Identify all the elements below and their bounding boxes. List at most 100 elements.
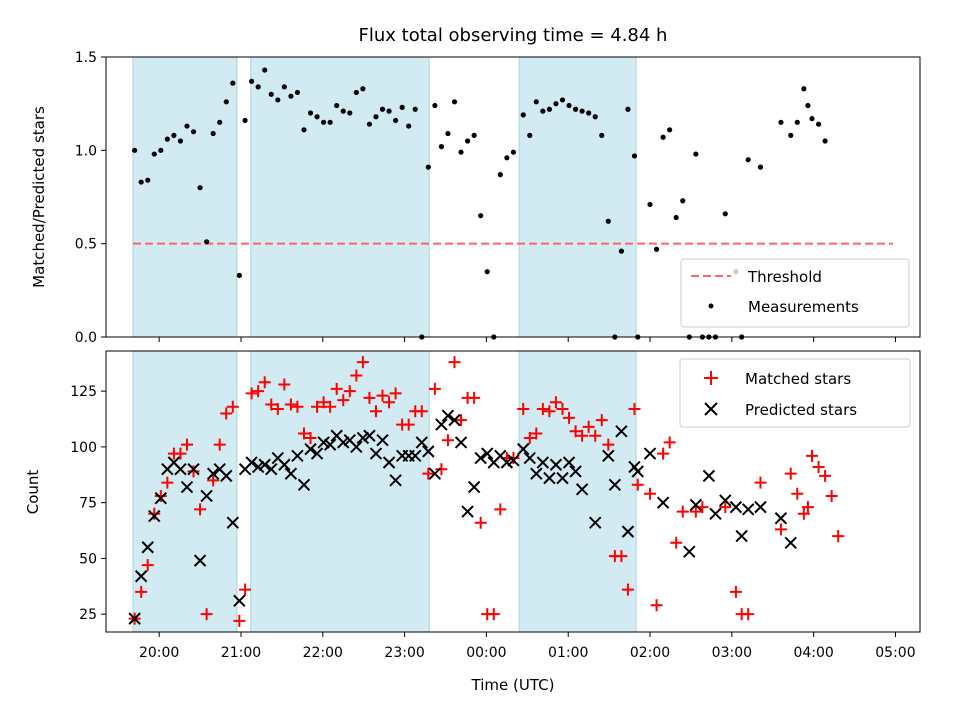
predicted-star-point — [382, 456, 396, 469]
top-y-axis: 0.0 0.5 1.0 1.5 — [75, 50, 106, 346]
matched-star-point — [271, 402, 284, 415]
threshold-legend-label: Threshold — [747, 268, 822, 286]
matched-star-point — [265, 398, 278, 411]
matched-star-point — [589, 429, 602, 442]
matched-star-point — [233, 614, 246, 627]
matched-star-point — [141, 559, 154, 572]
predicted-star-point — [481, 447, 494, 460]
measurement-point — [399, 104, 405, 110]
predicted-star-point — [304, 442, 317, 456]
measurement-point — [255, 84, 261, 90]
predicted-star-point — [774, 512, 788, 525]
predicted-star-point — [154, 491, 168, 505]
predicted-stars-legend-swatch — [704, 402, 718, 416]
measurement-point — [184, 123, 190, 129]
bottom-y-tick-label: 100 — [70, 440, 97, 456]
measurement-point — [546, 106, 553, 112]
matched-star-point — [784, 467, 797, 480]
predicted-star-point — [631, 465, 644, 478]
measurement-point — [566, 102, 572, 109]
measurement-point — [510, 149, 517, 155]
predicted-star-point — [376, 433, 389, 447]
measurement-point — [340, 108, 346, 114]
measurement-point — [262, 67, 268, 73]
measurement-point — [572, 106, 579, 112]
measurement-point — [673, 214, 679, 221]
predicted-star-point — [454, 436, 468, 449]
predicted-star-point — [754, 500, 767, 514]
predicted-star-point — [363, 429, 376, 442]
predicted-star-point — [523, 451, 536, 465]
matched-star-point — [350, 369, 363, 382]
predicted-star-point — [719, 494, 732, 507]
bottom-y-tick-label: 50 — [79, 551, 97, 567]
matched-star-point — [791, 487, 804, 500]
measurement-point — [497, 172, 503, 178]
measurement-point — [177, 138, 184, 144]
measurement-point — [599, 132, 605, 138]
matched-star-point — [615, 550, 628, 563]
measurement-point — [386, 108, 392, 114]
x-tick-label: 05:00 — [875, 645, 915, 661]
predicted-star-point — [575, 483, 589, 496]
matched-star-point — [689, 505, 702, 518]
matched-star-point — [676, 505, 689, 518]
matched-star-point — [494, 503, 507, 516]
predicted-star-point — [729, 500, 743, 514]
bottom-y-tick-label: 25 — [79, 607, 97, 623]
matched-star-point — [258, 376, 271, 389]
measurement-point — [653, 246, 660, 252]
matched-star-point — [474, 516, 487, 529]
x-tick-label: 22:00 — [303, 645, 343, 661]
measurement-point — [217, 119, 223, 125]
measurement-point — [425, 164, 431, 170]
measurement-point — [445, 130, 451, 137]
measurement-point — [353, 89, 359, 96]
x-tick-label: 20:00 — [139, 645, 179, 661]
matched-star-point — [825, 489, 838, 502]
chart-title: Flux total observing time = 4.84 h — [359, 25, 668, 46]
x-tick-label: 02:00 — [630, 645, 670, 661]
bottom-y-axis-label: Count — [24, 470, 42, 515]
matched-star-point — [663, 436, 676, 449]
measurement-point — [242, 117, 248, 124]
predicted-star-point — [200, 489, 213, 503]
measurement-point — [379, 106, 386, 112]
measurement-point — [559, 97, 566, 103]
shaded-interval — [132, 350, 238, 633]
matched-star-point — [304, 431, 317, 444]
top-y-tick-label: 1.0 — [75, 143, 97, 159]
bottom-y-tick-label: 125 — [70, 384, 97, 400]
predicted-star-point — [409, 449, 422, 463]
bottom-y-axis: 25 50 75 100 125 — [70, 384, 106, 623]
matched-star-point — [523, 431, 536, 444]
matched-star-point — [582, 420, 595, 433]
measurement-point — [138, 179, 144, 185]
measurements-legend-swatch — [708, 303, 714, 309]
measurement-point — [579, 108, 585, 114]
predicted-star-point — [278, 458, 291, 471]
predicted-star-point — [543, 471, 556, 485]
matched-star-point — [343, 385, 356, 398]
matched-star-point — [422, 467, 435, 480]
matched-stars-legend-swatch — [704, 371, 718, 385]
predicted-star-point — [128, 612, 141, 625]
matched-star-point — [729, 585, 742, 598]
shaded-interval — [518, 350, 637, 633]
matched-star-point — [389, 387, 402, 400]
measurement-point — [533, 99, 539, 105]
measurement-point — [553, 101, 559, 107]
predicted-star-point — [643, 447, 657, 460]
measurement-point — [504, 155, 510, 161]
measurement-point — [805, 102, 811, 109]
matched-star-point — [657, 447, 670, 460]
measurement-points — [132, 67, 828, 340]
predicted-star-point — [310, 447, 324, 460]
predicted-star-point — [220, 469, 233, 483]
matched-star-point — [435, 463, 448, 476]
predicted-stars-legend-label: Predicted stars — [745, 401, 857, 419]
measurement-point — [151, 151, 157, 157]
predicted-star-point — [317, 436, 330, 449]
matched-star-point — [213, 438, 226, 451]
